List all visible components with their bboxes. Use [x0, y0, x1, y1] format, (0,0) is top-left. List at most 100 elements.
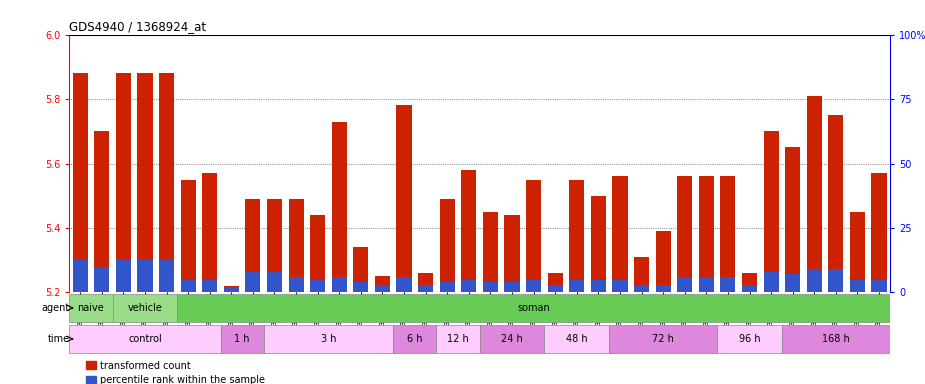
- Bar: [397, 106, 412, 293]
- Bar: [94, 131, 109, 293]
- Bar: [871, 173, 886, 293]
- Bar: [828, 269, 844, 293]
- Bar: [116, 73, 131, 293]
- Bar: [763, 272, 779, 293]
- Text: soman: soman: [517, 303, 550, 313]
- Text: agent: agent: [42, 303, 69, 313]
- Bar: [504, 215, 520, 293]
- Bar: [310, 215, 326, 293]
- Bar: [850, 280, 865, 293]
- Bar: [245, 199, 261, 293]
- Bar: [850, 212, 865, 293]
- Bar: [418, 273, 433, 293]
- Bar: [785, 275, 800, 293]
- Bar: [289, 277, 303, 293]
- Bar: [353, 282, 368, 293]
- Bar: [332, 122, 347, 293]
- Bar: [310, 280, 326, 293]
- Bar: [677, 176, 692, 293]
- Bar: [612, 280, 627, 293]
- Text: GDS4940 / 1368924_at: GDS4940 / 1368924_at: [69, 20, 206, 33]
- Bar: [439, 199, 455, 293]
- Bar: [548, 285, 562, 293]
- Bar: [203, 173, 217, 293]
- Bar: [264, 325, 393, 353]
- Text: 24 h: 24 h: [501, 334, 523, 344]
- Bar: [94, 266, 109, 293]
- Bar: [224, 287, 239, 293]
- Bar: [545, 325, 610, 353]
- Bar: [138, 73, 153, 293]
- Bar: [180, 180, 196, 293]
- Bar: [332, 277, 347, 293]
- Text: 1 h: 1 h: [234, 334, 250, 344]
- Bar: [116, 259, 131, 293]
- Bar: [462, 170, 476, 293]
- Bar: [698, 176, 714, 293]
- Text: 72 h: 72 h: [652, 334, 674, 344]
- Text: vehicle: vehicle: [128, 303, 163, 313]
- Bar: [113, 294, 178, 322]
- Bar: [504, 282, 520, 293]
- Bar: [220, 325, 264, 353]
- Text: 3 h: 3 h: [321, 334, 336, 344]
- Bar: [462, 280, 476, 293]
- Bar: [245, 272, 261, 293]
- Bar: [526, 280, 541, 293]
- Bar: [656, 285, 671, 293]
- Bar: [785, 147, 800, 293]
- Bar: [159, 73, 174, 293]
- Bar: [807, 269, 821, 293]
- Text: control: control: [128, 334, 162, 344]
- Bar: [610, 325, 717, 353]
- Bar: [418, 285, 433, 293]
- Bar: [742, 285, 757, 293]
- Bar: [73, 259, 88, 293]
- Bar: [69, 294, 113, 322]
- Bar: [721, 176, 735, 293]
- Bar: [479, 325, 545, 353]
- Bar: [807, 96, 821, 293]
- Legend: transformed count, percentile rank within the sample: transformed count, percentile rank withi…: [82, 357, 269, 384]
- Bar: [677, 277, 692, 293]
- Bar: [267, 272, 282, 293]
- Bar: [634, 285, 649, 293]
- Bar: [782, 325, 890, 353]
- Bar: [569, 180, 585, 293]
- Bar: [656, 231, 671, 293]
- Bar: [159, 259, 174, 293]
- Bar: [73, 73, 88, 293]
- Bar: [698, 277, 714, 293]
- Bar: [828, 115, 844, 293]
- Bar: [397, 277, 412, 293]
- Bar: [526, 180, 541, 293]
- Text: time: time: [48, 334, 69, 344]
- Bar: [591, 196, 606, 293]
- Bar: [375, 285, 390, 293]
- Bar: [224, 286, 239, 293]
- Bar: [353, 247, 368, 293]
- Bar: [717, 325, 782, 353]
- Bar: [591, 280, 606, 293]
- Bar: [289, 199, 303, 293]
- Bar: [138, 259, 153, 293]
- Bar: [437, 325, 480, 353]
- Bar: [548, 273, 562, 293]
- Bar: [634, 257, 649, 293]
- Bar: [69, 325, 220, 353]
- Bar: [393, 325, 437, 353]
- Bar: [569, 280, 585, 293]
- Bar: [742, 273, 757, 293]
- Bar: [203, 280, 217, 293]
- Bar: [375, 276, 390, 293]
- Text: 48 h: 48 h: [566, 334, 587, 344]
- Bar: [871, 280, 886, 293]
- Text: naive: naive: [78, 303, 105, 313]
- Bar: [483, 282, 498, 293]
- Bar: [483, 212, 498, 293]
- Bar: [180, 280, 196, 293]
- Text: 168 h: 168 h: [822, 334, 850, 344]
- Bar: [439, 282, 455, 293]
- Text: 6 h: 6 h: [407, 334, 423, 344]
- Bar: [721, 277, 735, 293]
